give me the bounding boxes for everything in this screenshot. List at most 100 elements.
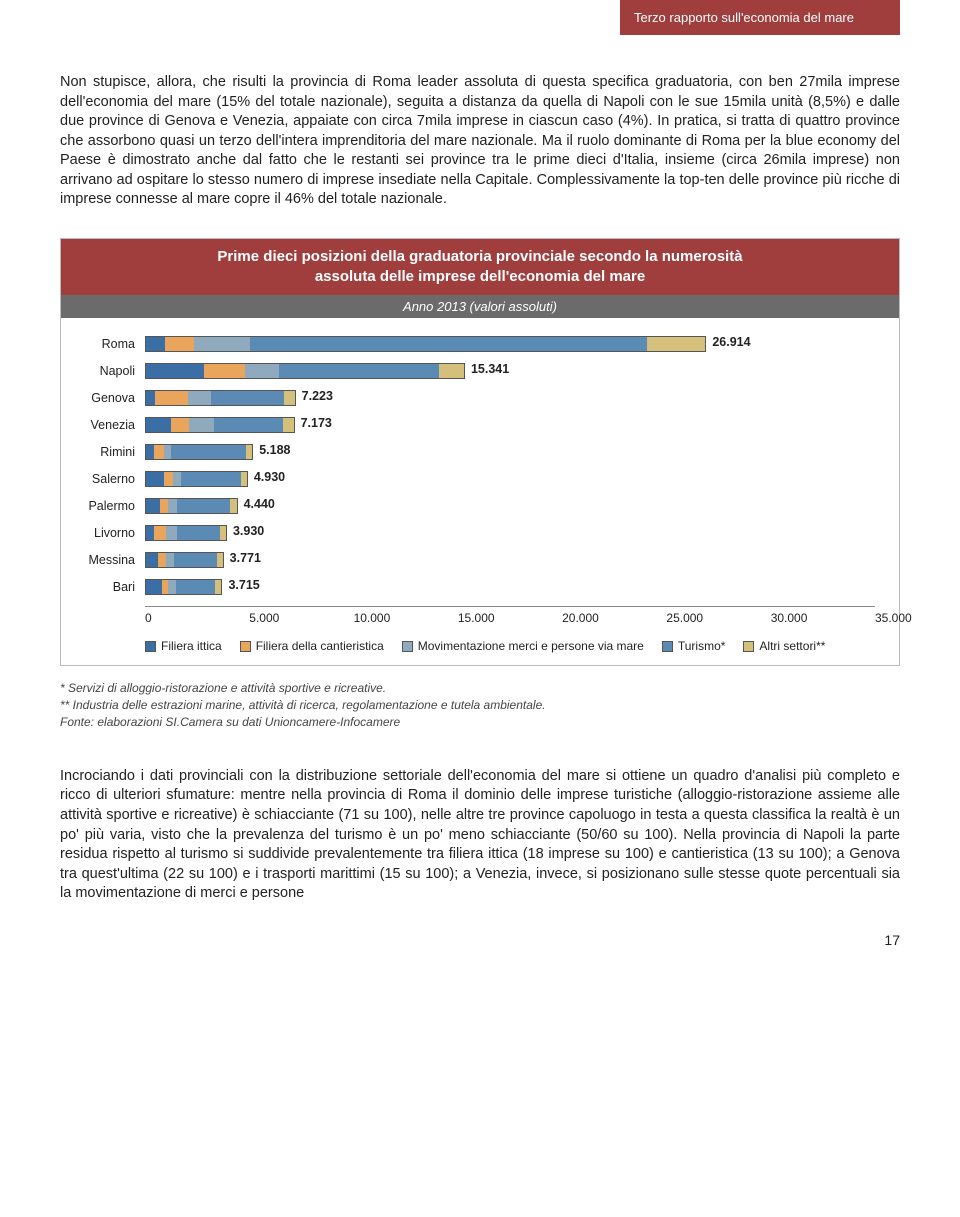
- paragraph-2: Incrociando i dati provinciali con la di…: [60, 767, 900, 904]
- bar-value: 5.188: [253, 443, 290, 457]
- legend-label: Filiera della cantieristica: [256, 639, 384, 653]
- legend-swatch: [743, 641, 754, 652]
- axis-tick: 10.000: [354, 611, 458, 625]
- page-container: Terzo rapporto sull'economia del mare No…: [0, 0, 960, 978]
- bar-stack: [145, 363, 465, 379]
- bar-value: 4.930: [248, 470, 285, 484]
- bar-segment: [173, 472, 181, 486]
- chart-title: Prime dieci posizioni della graduatoria …: [61, 239, 899, 296]
- bar-stack: [145, 552, 224, 568]
- bar-track: 7.173: [145, 417, 875, 433]
- bar-track: 3.930: [145, 525, 875, 541]
- bar-segment: [166, 553, 174, 567]
- bar-segment: [283, 418, 293, 432]
- axis-tick: 20.000: [562, 611, 666, 625]
- footnote-source: Fonte: elaborazioni SI.Camera su dati Un…: [60, 714, 900, 731]
- legend-swatch: [145, 641, 156, 652]
- bar-segment: [158, 553, 166, 567]
- bar-segment: [215, 580, 221, 594]
- chart-legend: Filiera ittica Filiera della cantieristic…: [145, 639, 875, 653]
- bar-segment: [146, 391, 155, 405]
- bar-stack: [145, 444, 253, 460]
- bar-row: Rimini5.188: [85, 444, 875, 460]
- legend-item: Filiera ittica: [145, 639, 222, 653]
- bar-row: Livorno3.930: [85, 525, 875, 541]
- bar-segment: [204, 364, 245, 378]
- bar-stack: [145, 390, 296, 406]
- legend-item: Altri settori**: [743, 639, 825, 653]
- bar-value: 4.440: [238, 497, 275, 511]
- bar-stack: [145, 336, 706, 352]
- bar-segment: [214, 418, 283, 432]
- bar-segment: [194, 337, 250, 351]
- bar-segment: [146, 499, 160, 513]
- bar-track: 15.341: [145, 363, 875, 379]
- bar-row: Venezia 7.173: [85, 417, 875, 433]
- bar-track: 4.930: [145, 471, 875, 487]
- bar-row: Roma26.914: [85, 336, 875, 352]
- bar-segment: [164, 472, 172, 486]
- bar-segment: [160, 499, 168, 513]
- bar-track: 7.223: [145, 390, 875, 406]
- axis-tick: 15.000: [458, 611, 562, 625]
- bar-label: Venezia: [85, 418, 145, 432]
- legend-swatch: [402, 641, 413, 652]
- axis-tick: 30.000: [771, 611, 875, 625]
- bar-label: Napoli: [85, 364, 145, 378]
- bar-row: Messina3.771: [85, 552, 875, 568]
- header-title: Terzo rapporto sull'economia del mare: [634, 10, 854, 25]
- bar-segment: [146, 418, 171, 432]
- bar-label: Bari: [85, 580, 145, 594]
- bar-segment: [146, 580, 162, 594]
- bar-segment: [230, 499, 236, 513]
- bar-segment: [245, 364, 278, 378]
- bar-row: Napoli 15.341: [85, 363, 875, 379]
- bar-segment: [154, 445, 164, 459]
- legend-label: Altri settori**: [759, 639, 825, 653]
- chart-title-line2: assoluta delle imprese dell'economia del…: [315, 268, 645, 285]
- bars-host: Roma26.914Napoli15.341Genova7.223Venezia…: [85, 336, 875, 595]
- bar-segment: [647, 337, 705, 351]
- bar-row: Salerno 4.930: [85, 471, 875, 487]
- bar-value: 3.715: [222, 578, 259, 592]
- legend-swatch: [662, 641, 673, 652]
- bar-segment: [250, 337, 647, 351]
- bar-track: 26.914: [145, 336, 875, 352]
- bar-track: 5.188: [145, 444, 875, 460]
- bar-segment: [168, 580, 176, 594]
- bar-segment: [439, 364, 464, 378]
- paragraph-1: Non stupisce, allora, che risulti la pro…: [60, 73, 900, 210]
- bar-label: Salerno: [85, 472, 145, 486]
- legend-label: Filiera ittica: [161, 639, 222, 653]
- x-axis: 05.00010.00015.00020.00025.00030.00035.0…: [145, 606, 875, 625]
- legend-item: Filiera della cantieristica: [240, 639, 384, 653]
- bar-segment: [188, 391, 211, 405]
- bar-segment: [176, 580, 215, 594]
- bar-segment: [171, 418, 190, 432]
- bar-segment: [246, 445, 252, 459]
- bar-segment: [174, 553, 216, 567]
- bar-segment: [177, 499, 231, 513]
- bar-stack: [145, 417, 295, 433]
- legend-item: Movimentazione merci e persone via mare: [402, 639, 644, 653]
- bar-stack: [145, 471, 248, 487]
- bar-segment: [168, 499, 176, 513]
- bar-row: Bari 3.715: [85, 579, 875, 595]
- bar-value: 15.341: [465, 362, 509, 376]
- bar-value: 3.930: [227, 524, 264, 538]
- bar-segment: [189, 418, 214, 432]
- bar-row: Genova7.223: [85, 390, 875, 406]
- footnote-1: * Servizi di alloggio-ristorazione e att…: [60, 680, 900, 697]
- bar-segment: [220, 526, 226, 540]
- bar-stack: [145, 579, 222, 595]
- bar-value: 3.771: [224, 551, 261, 565]
- bar-segment: [146, 364, 204, 378]
- bar-value: 7.173: [295, 416, 332, 430]
- bar-label: Roma: [85, 337, 145, 351]
- bar-stack: [145, 525, 227, 541]
- legend-item: Turismo*: [662, 639, 726, 653]
- legend-label: Turismo*: [678, 639, 726, 653]
- bar-segment: [166, 526, 176, 540]
- bar-segment: [146, 526, 154, 540]
- axis-tick: 25.000: [666, 611, 770, 625]
